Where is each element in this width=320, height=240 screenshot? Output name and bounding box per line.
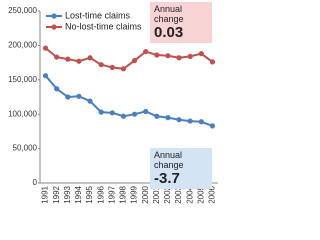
x-tick-label: 1996 (96, 185, 105, 203)
marker (176, 55, 182, 61)
marker (87, 55, 93, 61)
x-tick-label: 2006 (208, 185, 217, 203)
annotation-label: Annual change (154, 4, 184, 24)
x-tick-label: 2002 (163, 185, 172, 203)
marker (120, 66, 127, 72)
y-tick-label: 100,000 (8, 109, 37, 118)
marker (187, 118, 193, 124)
page: 0 50,000 100,000 150,000 200,000 250,000 1991 1… (8, 2, 218, 204)
marker (143, 108, 149, 115)
marker (42, 73, 49, 79)
x-tick-label: 2004 (185, 185, 194, 203)
marker (76, 58, 82, 64)
marker (65, 94, 71, 100)
marker (98, 62, 104, 68)
series-line (44, 47, 214, 70)
marker (154, 113, 160, 119)
marker (109, 110, 115, 116)
marker (143, 48, 149, 55)
x-tick-label: 1994 (74, 185, 83, 203)
marker (198, 51, 204, 57)
x-tick-label: 1992 (52, 185, 61, 203)
annotation-value: -3.7 (154, 170, 180, 187)
x-tick-label: 1991 (41, 185, 50, 203)
marker (54, 86, 60, 92)
y-tick-label: 200,000 (8, 41, 37, 50)
marker (165, 53, 171, 59)
x-tick-label: 2000 (141, 185, 150, 203)
marker (42, 45, 49, 51)
x-tick-label: 1999 (130, 185, 139, 203)
marker (54, 54, 60, 60)
legend-marker (51, 24, 57, 30)
annotation-box: Annual change -3.7 (150, 148, 212, 189)
marker (131, 57, 138, 64)
marker (65, 56, 71, 62)
x-tick-label: 1995 (85, 185, 94, 203)
series-line (44, 75, 213, 127)
x-tick-label: 1997 (107, 185, 116, 203)
y-tick-label: 250,000 (8, 6, 37, 15)
y-tick-label: 0 (33, 178, 38, 187)
annotation-label: Annual change (154, 150, 184, 170)
marker (209, 123, 216, 129)
marker (120, 113, 127, 119)
marker (87, 98, 93, 104)
x-tick-label: 2003 (174, 185, 183, 203)
y-tick-label: 150,000 (8, 75, 37, 84)
marker (131, 111, 138, 117)
marker (209, 59, 216, 65)
x-tick-label: 1998 (119, 185, 128, 203)
x-tick-label: 2005 (196, 185, 205, 203)
legend-label: No-lost-time claims (65, 21, 142, 31)
legend-label: Lost-time claims (65, 10, 131, 20)
marker (187, 53, 193, 60)
y-tick-label: 50,000 (13, 144, 38, 153)
marker (198, 119, 204, 125)
annotation-box: Annual change 0.03 (150, 2, 212, 43)
marker (98, 109, 104, 115)
x-tick-label: 2001 (152, 185, 161, 203)
marker (109, 64, 115, 71)
legend-marker (51, 13, 57, 19)
marker (154, 52, 160, 58)
x-tick-label: 1993 (63, 185, 72, 203)
marker (176, 117, 182, 123)
marker (165, 115, 171, 121)
annotation-value: 0.03 (154, 24, 184, 41)
marker (76, 93, 82, 99)
